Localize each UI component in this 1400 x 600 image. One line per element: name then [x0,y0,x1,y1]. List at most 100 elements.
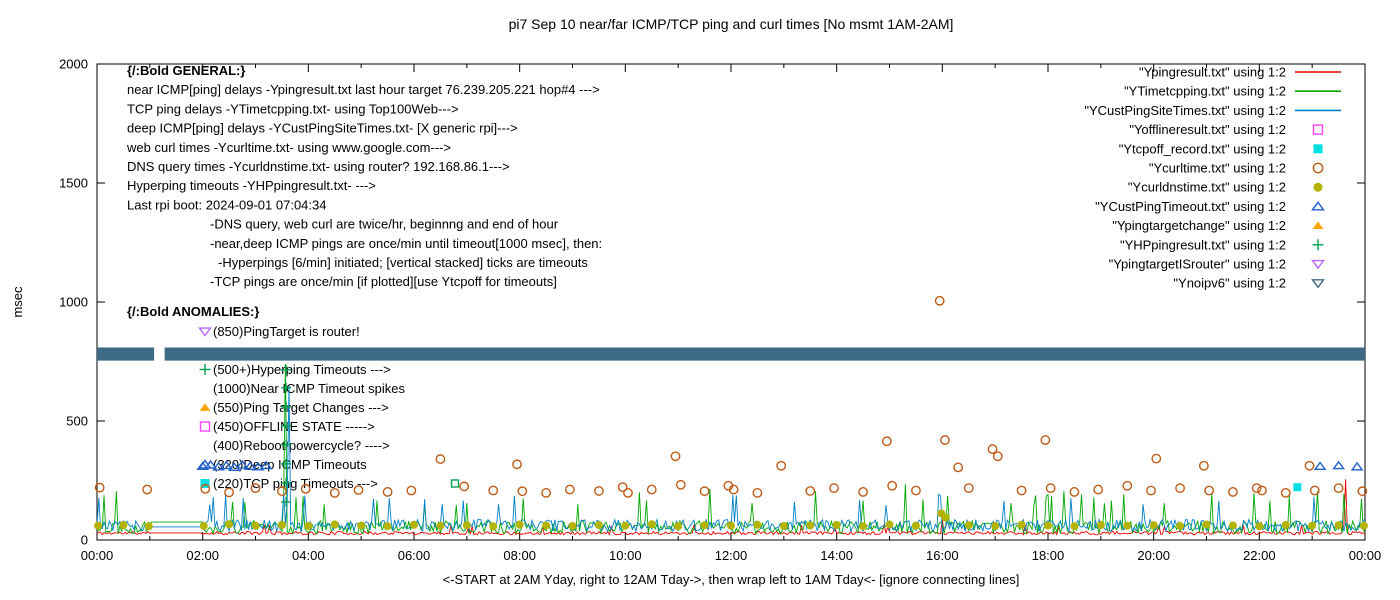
point-Ycurldnstime.txt [515,520,524,529]
point-Ycurldnstime.txt [594,521,603,530]
point-Ycurldnstime.txt [941,513,950,522]
series-layer [94,295,1368,536]
point-Ycurltime.txt [1069,487,1080,497]
general-line: -TCP pings are once/min [if plotted][use… [210,274,557,289]
legend-marker-triangle-up-filled [1312,221,1324,229]
legend-marker-circle-open [1312,162,1324,174]
point-Ycurldnstime.txt [1359,521,1368,530]
point-Ycurltime.txt [805,486,816,496]
point-Ycurltime.txt [94,482,105,493]
x-tick-label: 18:00 [1032,548,1065,563]
legend-label: "Ypingresult.txt" using 1:2 [1139,65,1286,80]
point-Ycurldnstime.txt [1202,520,1211,529]
point-YCustPingTimeout.txt [228,462,241,471]
point-Ycurltime.txt [200,483,211,494]
point-YCustPingTimeout.txt [1350,461,1364,471]
point-Ycurldnstime.txt [1070,522,1079,531]
point-Ycurldnstime.txt [1281,521,1290,530]
point-Ycurldnstime.txt [885,520,894,529]
point-YCustPingTimeout.txt [204,459,217,469]
y-tick-label: 0 [81,533,88,548]
x-tick-label: 20:00 [1137,548,1170,563]
point-Ycurldnstime.txt [621,521,630,530]
point-Ycurltime.txt [623,487,633,498]
point-Ycurltime.txt [250,483,261,494]
anomaly-line: (850)PingTarget is router! [213,324,360,339]
point-Ycurldnstime.txt [410,520,418,529]
point-Ycurltime.txt [934,295,945,306]
y-tick-label: 2000 [59,57,88,72]
point-Ycurltime.txt [564,484,575,495]
point-Ycurltime.txt [512,459,522,470]
point-Ycurldnstime.txt [489,522,498,531]
point-YCustPingTimeout.txt [259,460,273,470]
point-Ycurldnstime.txt [1334,521,1343,530]
point-Ycurltime.txt [488,485,499,496]
legend-label: "Ynoipv6" using 1:2 [1173,276,1286,291]
point-Ycurltime.txt [300,483,311,494]
point-Ycurldnstime.txt [859,522,868,531]
point-Ycurltime.txt [1040,435,1051,445]
point-Ycurldnstime.txt [1044,521,1052,530]
legend-label: "YCustPingTimeout.txt" using 1:2 [1095,199,1286,214]
point-Ycurltime.txt [353,485,364,495]
point-Ycurltime.txt [1122,480,1133,491]
anomaly-line: (1000)Near ICMP Timeout spikes [213,381,405,396]
point-Ycurldnstime.txt [251,521,260,530]
legend-label: "Ycurldnstime.txt" using 1:2 [1128,180,1286,195]
point-Ycurltime.txt [1251,483,1262,494]
point-Ycurltime.txt [142,484,153,495]
point-Ycurldnstime.txt [1123,521,1132,530]
point-Ycurldnstime.txt [1228,521,1237,530]
point-Ycurldnstime.txt [144,522,153,531]
point-Ycurldnstime.txt [225,520,234,529]
point-Ycurltime.txt [670,451,681,462]
point-Ycurldnstime.txt [542,521,551,530]
point-Ycurldnstime.txt [568,521,577,530]
legend: "Ypingresult.txt" using 1:2 "YTimetcpping… [1084,65,1341,291]
anomaly-triangle-down-open [198,327,212,337]
legend-marker-triangle-down-open [1311,279,1325,289]
legend-marker-triangle-up-open [1311,201,1325,211]
point-Ycurldnstime.txt [911,521,920,530]
general-line: Last rpi boot: 2024-09-01 07:04:34 [127,197,326,212]
point-Ycurltime.txt [963,483,974,494]
anomaly-square-filled [200,479,210,488]
point-Ycurltime.txt [594,486,604,496]
point-Ycurltime.txt [953,462,964,473]
point-YCustPingTimeout.txt [251,461,265,471]
anomaly-line: (450)OFFLINE STATE -----> [213,419,375,434]
x-tick-label: 12:00 [715,548,748,563]
point-Ycurldnstime.txt [991,521,1000,530]
point-Ycurldnstime.txt [700,521,709,530]
point-Ycurltime.txt [881,436,892,447]
point-Ycurltime.txt [911,485,921,496]
point-Ycurltime.txt [329,487,340,498]
point-Ycurltime.txt [382,487,393,497]
point-Ycurltime.txt [675,479,686,490]
legend-label: "YTimetcpping.txt" using 1:2 [1124,84,1286,99]
anomaly-triangle-up-filled [199,403,211,411]
point-Ycurltime.txt [940,435,950,445]
point-Ycurltime.txt [887,480,898,491]
x-tick-label: 00:00 [81,548,114,563]
legend-label: "YpingtargetISrouter" using 1:2 [1109,257,1286,272]
point-Ycurldnstime.txt [647,520,656,529]
point-Ycurltime.txt [1016,485,1027,496]
point-Ycurltime.txt [752,487,763,498]
point-Ycurldnstime.txt [674,522,683,531]
point-Ycurldnstime.txt [779,521,788,530]
point-Ycurldnstime.txt [436,521,445,530]
point-Ycurldnstime.txt [1017,520,1026,529]
point-Ycurltime.txt [1204,485,1215,496]
legend-label: "Yofflineresult.txt" using 1:2 [1129,122,1286,137]
point-Ycurldnstime.txt [357,521,366,530]
point-Ycurltime.txt [1228,487,1238,497]
point-Ycurltime.txt [517,486,528,497]
point-Ycurldnstime.txt [1096,521,1105,530]
point-Ycurldnstime.txt [1255,522,1264,531]
point-Ycurldnstime.txt [1308,521,1317,530]
point-Ycurltime.txt [406,485,417,496]
x-tick-label: 16:00 [926,548,959,563]
